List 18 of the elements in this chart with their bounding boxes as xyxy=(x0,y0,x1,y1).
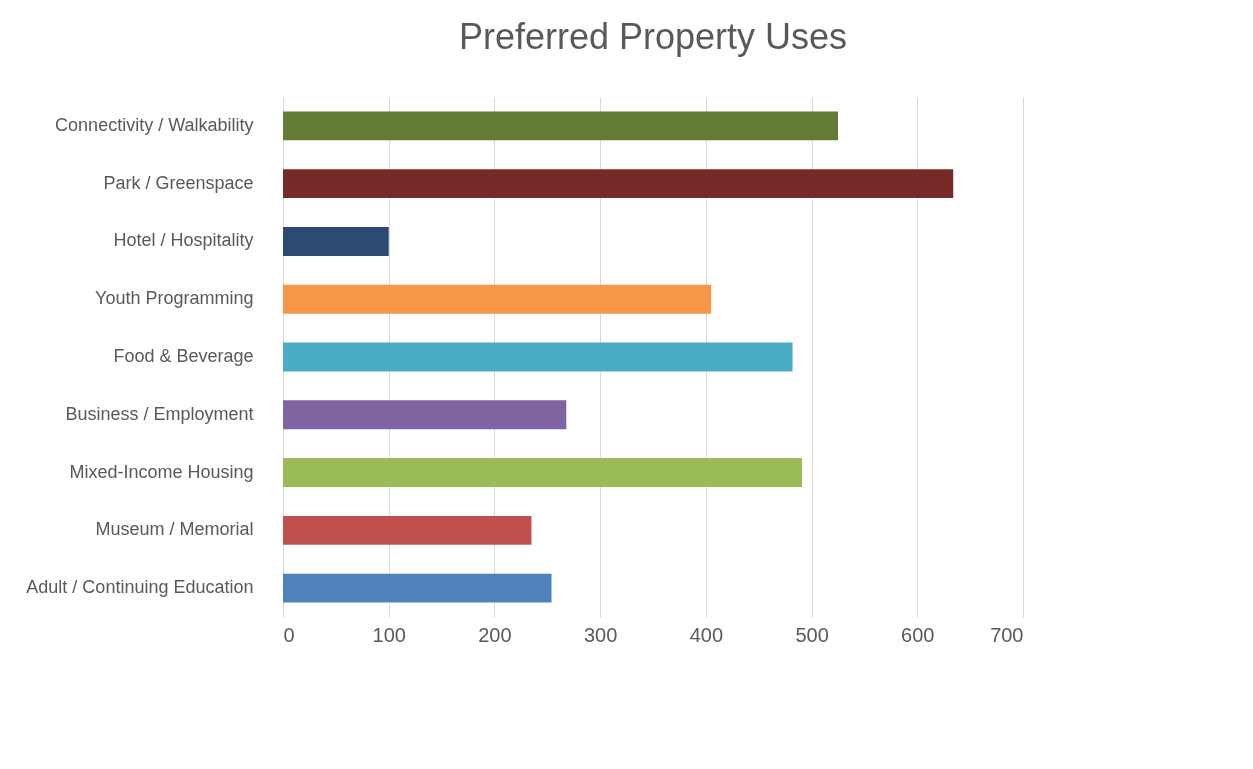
x-tick-label: 100 xyxy=(372,623,406,646)
x-tick-label: 400 xyxy=(689,623,724,646)
x-tick-label: 300 xyxy=(583,623,618,646)
y-tick-label: Youth Programming xyxy=(95,288,254,309)
x-tick-label: 600 xyxy=(901,623,935,646)
chart-title: Preferred Property Uses xyxy=(458,16,848,57)
y-tick-label: Food & Beverage xyxy=(113,346,254,366)
y-tick-label: Museum / Memorial xyxy=(95,519,254,540)
x-tick-label: 500 xyxy=(795,623,829,646)
x-tick-label: 0 xyxy=(283,623,295,646)
x-tick-label: 200 xyxy=(478,623,512,646)
y-tick-label: Business / Employment xyxy=(65,403,254,424)
y-tick-label: Mixed-Income Housing xyxy=(69,461,254,482)
y-tick-label: Connectivity / Walkability xyxy=(55,114,254,135)
x-tick-label: 700 xyxy=(990,623,1024,646)
y-tick-label: Park / Greenspace xyxy=(103,172,254,193)
y-tick-label: Hotel / Hospitality xyxy=(113,230,254,251)
y-tick-label: Adult / Continuing Education xyxy=(26,577,254,598)
